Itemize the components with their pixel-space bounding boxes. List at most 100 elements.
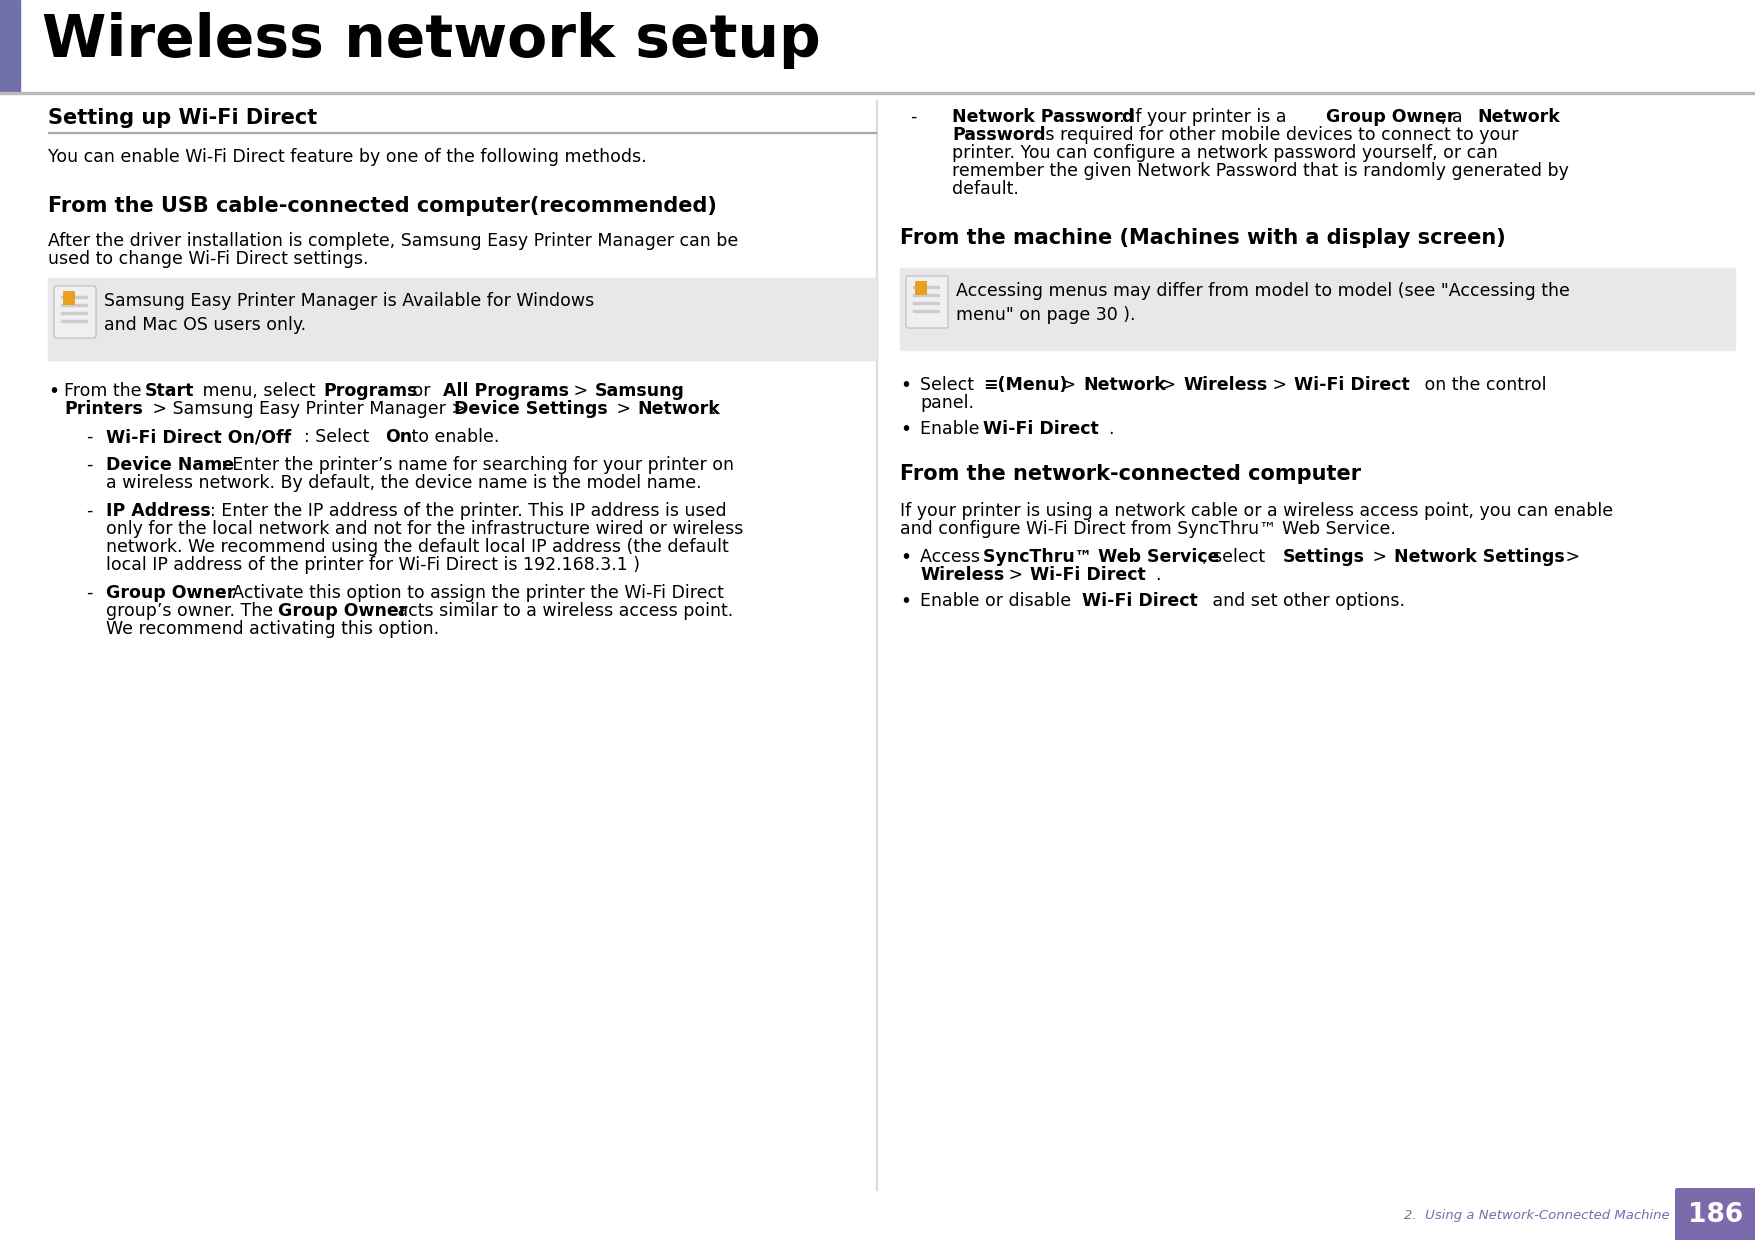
Text: or: or bbox=[407, 382, 435, 401]
Text: , select: , select bbox=[1202, 548, 1271, 565]
Text: Wi-Fi Direct: Wi-Fi Direct bbox=[1030, 565, 1146, 584]
Text: After the driver installation is complete, Samsung Easy Printer Manager can be: After the driver installation is complet… bbox=[47, 232, 739, 250]
Bar bbox=[0, 92, 1755, 93]
Text: ≡(Menu): ≡(Menu) bbox=[983, 376, 1067, 394]
Text: .: . bbox=[1107, 420, 1114, 438]
Text: and set other options.: and set other options. bbox=[1207, 591, 1406, 610]
Text: : Select: : Select bbox=[304, 428, 374, 446]
Text: Printers: Printers bbox=[63, 401, 142, 418]
Bar bbox=[61, 304, 88, 306]
Text: Samsung: Samsung bbox=[595, 382, 684, 401]
Text: remember the given Network Password that is randomly generated by: remember the given Network Password that… bbox=[951, 162, 1569, 180]
Text: Group Owner: Group Owner bbox=[1327, 108, 1455, 126]
Bar bbox=[913, 303, 939, 304]
Text: Network Password: Network Password bbox=[951, 108, 1134, 126]
FancyBboxPatch shape bbox=[54, 286, 97, 339]
Text: menu" on page 30 ).: menu" on page 30 ). bbox=[956, 306, 1135, 324]
Text: •: • bbox=[900, 548, 911, 567]
Text: is required for other mobile devices to connect to your: is required for other mobile devices to … bbox=[1035, 126, 1518, 144]
Text: Wireless network setup: Wireless network setup bbox=[42, 12, 821, 69]
Text: to enable.: to enable. bbox=[405, 428, 500, 446]
Text: -: - bbox=[86, 456, 93, 474]
Text: printer. You can configure a network password yourself, or can: printer. You can configure a network pas… bbox=[951, 144, 1497, 162]
Text: SyncThru™ Web Service: SyncThru™ Web Service bbox=[983, 548, 1220, 565]
Text: -: - bbox=[86, 428, 93, 446]
Text: Start: Start bbox=[146, 382, 195, 401]
Text: 2.  Using a Network-Connected Machine: 2. Using a Network-Connected Machine bbox=[1404, 1209, 1671, 1221]
Text: Accessing menus may differ from model to model (see "Accessing the: Accessing menus may differ from model to… bbox=[956, 281, 1571, 300]
Text: We recommend activating this option.: We recommend activating this option. bbox=[105, 620, 439, 639]
Text: Select: Select bbox=[920, 376, 979, 394]
Text: Access: Access bbox=[920, 548, 986, 565]
Text: , a: , a bbox=[1441, 108, 1467, 126]
Text: .: . bbox=[711, 401, 716, 418]
Text: >: > bbox=[1004, 565, 1028, 584]
Text: used to change Wi-Fi Direct settings.: used to change Wi-Fi Direct settings. bbox=[47, 250, 369, 268]
Text: Wireless: Wireless bbox=[1183, 376, 1267, 394]
Text: Network: Network bbox=[637, 401, 720, 418]
Text: Wi-Fi Direct On/Off: Wi-Fi Direct On/Off bbox=[105, 428, 291, 446]
Bar bbox=[913, 310, 939, 312]
FancyBboxPatch shape bbox=[1674, 1188, 1755, 1240]
FancyBboxPatch shape bbox=[914, 281, 927, 295]
Text: IP Address: IP Address bbox=[105, 502, 211, 520]
Text: Wi-Fi Direct: Wi-Fi Direct bbox=[1293, 376, 1409, 394]
Text: •: • bbox=[900, 376, 911, 396]
Text: local IP address of the printer for Wi-Fi Direct is 192.168.3.1 ): local IP address of the printer for Wi-F… bbox=[105, 556, 641, 574]
Text: 186: 186 bbox=[1688, 1202, 1744, 1228]
Text: •: • bbox=[900, 591, 911, 611]
Text: Device Name: Device Name bbox=[105, 456, 233, 474]
Text: You can enable Wi-Fi Direct feature by one of the following methods.: You can enable Wi-Fi Direct feature by o… bbox=[47, 148, 646, 166]
Text: >: > bbox=[1367, 548, 1392, 565]
Text: Wi-Fi Direct: Wi-Fi Direct bbox=[1083, 591, 1199, 610]
Text: -: - bbox=[86, 584, 93, 601]
Text: Setting up Wi-Fi Direct: Setting up Wi-Fi Direct bbox=[47, 108, 318, 128]
Text: .: . bbox=[1155, 565, 1160, 584]
Text: On: On bbox=[384, 428, 412, 446]
Bar bbox=[61, 312, 88, 314]
Text: Device Settings: Device Settings bbox=[455, 401, 607, 418]
Text: From the network-connected computer: From the network-connected computer bbox=[900, 464, 1362, 484]
Text: network. We recommend using the default local IP address (the default: network. We recommend using the default … bbox=[105, 538, 728, 556]
Text: All Programs: All Programs bbox=[444, 382, 569, 401]
Text: Network Settings: Network Settings bbox=[1393, 548, 1564, 565]
Text: Group Owner: Group Owner bbox=[105, 584, 235, 601]
Text: Settings: Settings bbox=[1283, 548, 1365, 565]
Text: panel.: panel. bbox=[920, 394, 974, 412]
Bar bbox=[61, 320, 88, 322]
Text: Samsung Easy Printer Manager is Available for Windows: Samsung Easy Printer Manager is Availabl… bbox=[104, 291, 595, 310]
FancyBboxPatch shape bbox=[906, 277, 948, 329]
Text: Network: Network bbox=[1083, 376, 1165, 394]
Text: > Samsung Easy Printer Manager >: > Samsung Easy Printer Manager > bbox=[147, 401, 472, 418]
Text: and Mac OS users only.: and Mac OS users only. bbox=[104, 316, 305, 334]
Text: >: > bbox=[1157, 376, 1181, 394]
Text: From the USB cable-connected computer(recommended): From the USB cable-connected computer(re… bbox=[47, 196, 716, 216]
Text: From the machine (Machines with a display screen): From the machine (Machines with a displa… bbox=[900, 228, 1506, 248]
Bar bbox=[900, 268, 1736, 350]
Text: default.: default. bbox=[951, 180, 1020, 198]
Text: Group Owner: Group Owner bbox=[277, 601, 407, 620]
Text: a wireless network. By default, the device name is the model name.: a wireless network. By default, the devi… bbox=[105, 474, 702, 492]
Bar bbox=[47, 278, 876, 360]
Text: Enable or disable: Enable or disable bbox=[920, 591, 1076, 610]
Bar bbox=[913, 294, 939, 296]
Text: >: > bbox=[1057, 376, 1081, 394]
Bar bbox=[913, 286, 939, 288]
Text: >: > bbox=[611, 401, 635, 418]
Text: Enable: Enable bbox=[920, 420, 985, 438]
Text: group’s owner. The: group’s owner. The bbox=[105, 601, 279, 620]
Text: Network: Network bbox=[1478, 108, 1560, 126]
Text: >: > bbox=[1267, 376, 1292, 394]
Text: and configure Wi-Fi Direct from SyncThru™ Web Service.: and configure Wi-Fi Direct from SyncThru… bbox=[900, 520, 1395, 538]
Text: menu, select: menu, select bbox=[197, 382, 321, 401]
Text: acts similar to a wireless access point.: acts similar to a wireless access point. bbox=[391, 601, 734, 620]
Text: From the: From the bbox=[63, 382, 147, 401]
Text: : If your printer is a: : If your printer is a bbox=[1118, 108, 1292, 126]
Text: : Enter the IP address of the printer. This IP address is used: : Enter the IP address of the printer. T… bbox=[211, 502, 727, 520]
Text: Password: Password bbox=[951, 126, 1046, 144]
Text: Wi-Fi Direct: Wi-Fi Direct bbox=[983, 420, 1099, 438]
Bar bbox=[0, 0, 19, 92]
Text: : Enter the printer’s name for searching for your printer on: : Enter the printer’s name for searching… bbox=[221, 456, 734, 474]
Text: >: > bbox=[569, 382, 593, 401]
Text: : Activate this option to assign the printer the Wi-Fi Direct: : Activate this option to assign the pri… bbox=[221, 584, 723, 601]
